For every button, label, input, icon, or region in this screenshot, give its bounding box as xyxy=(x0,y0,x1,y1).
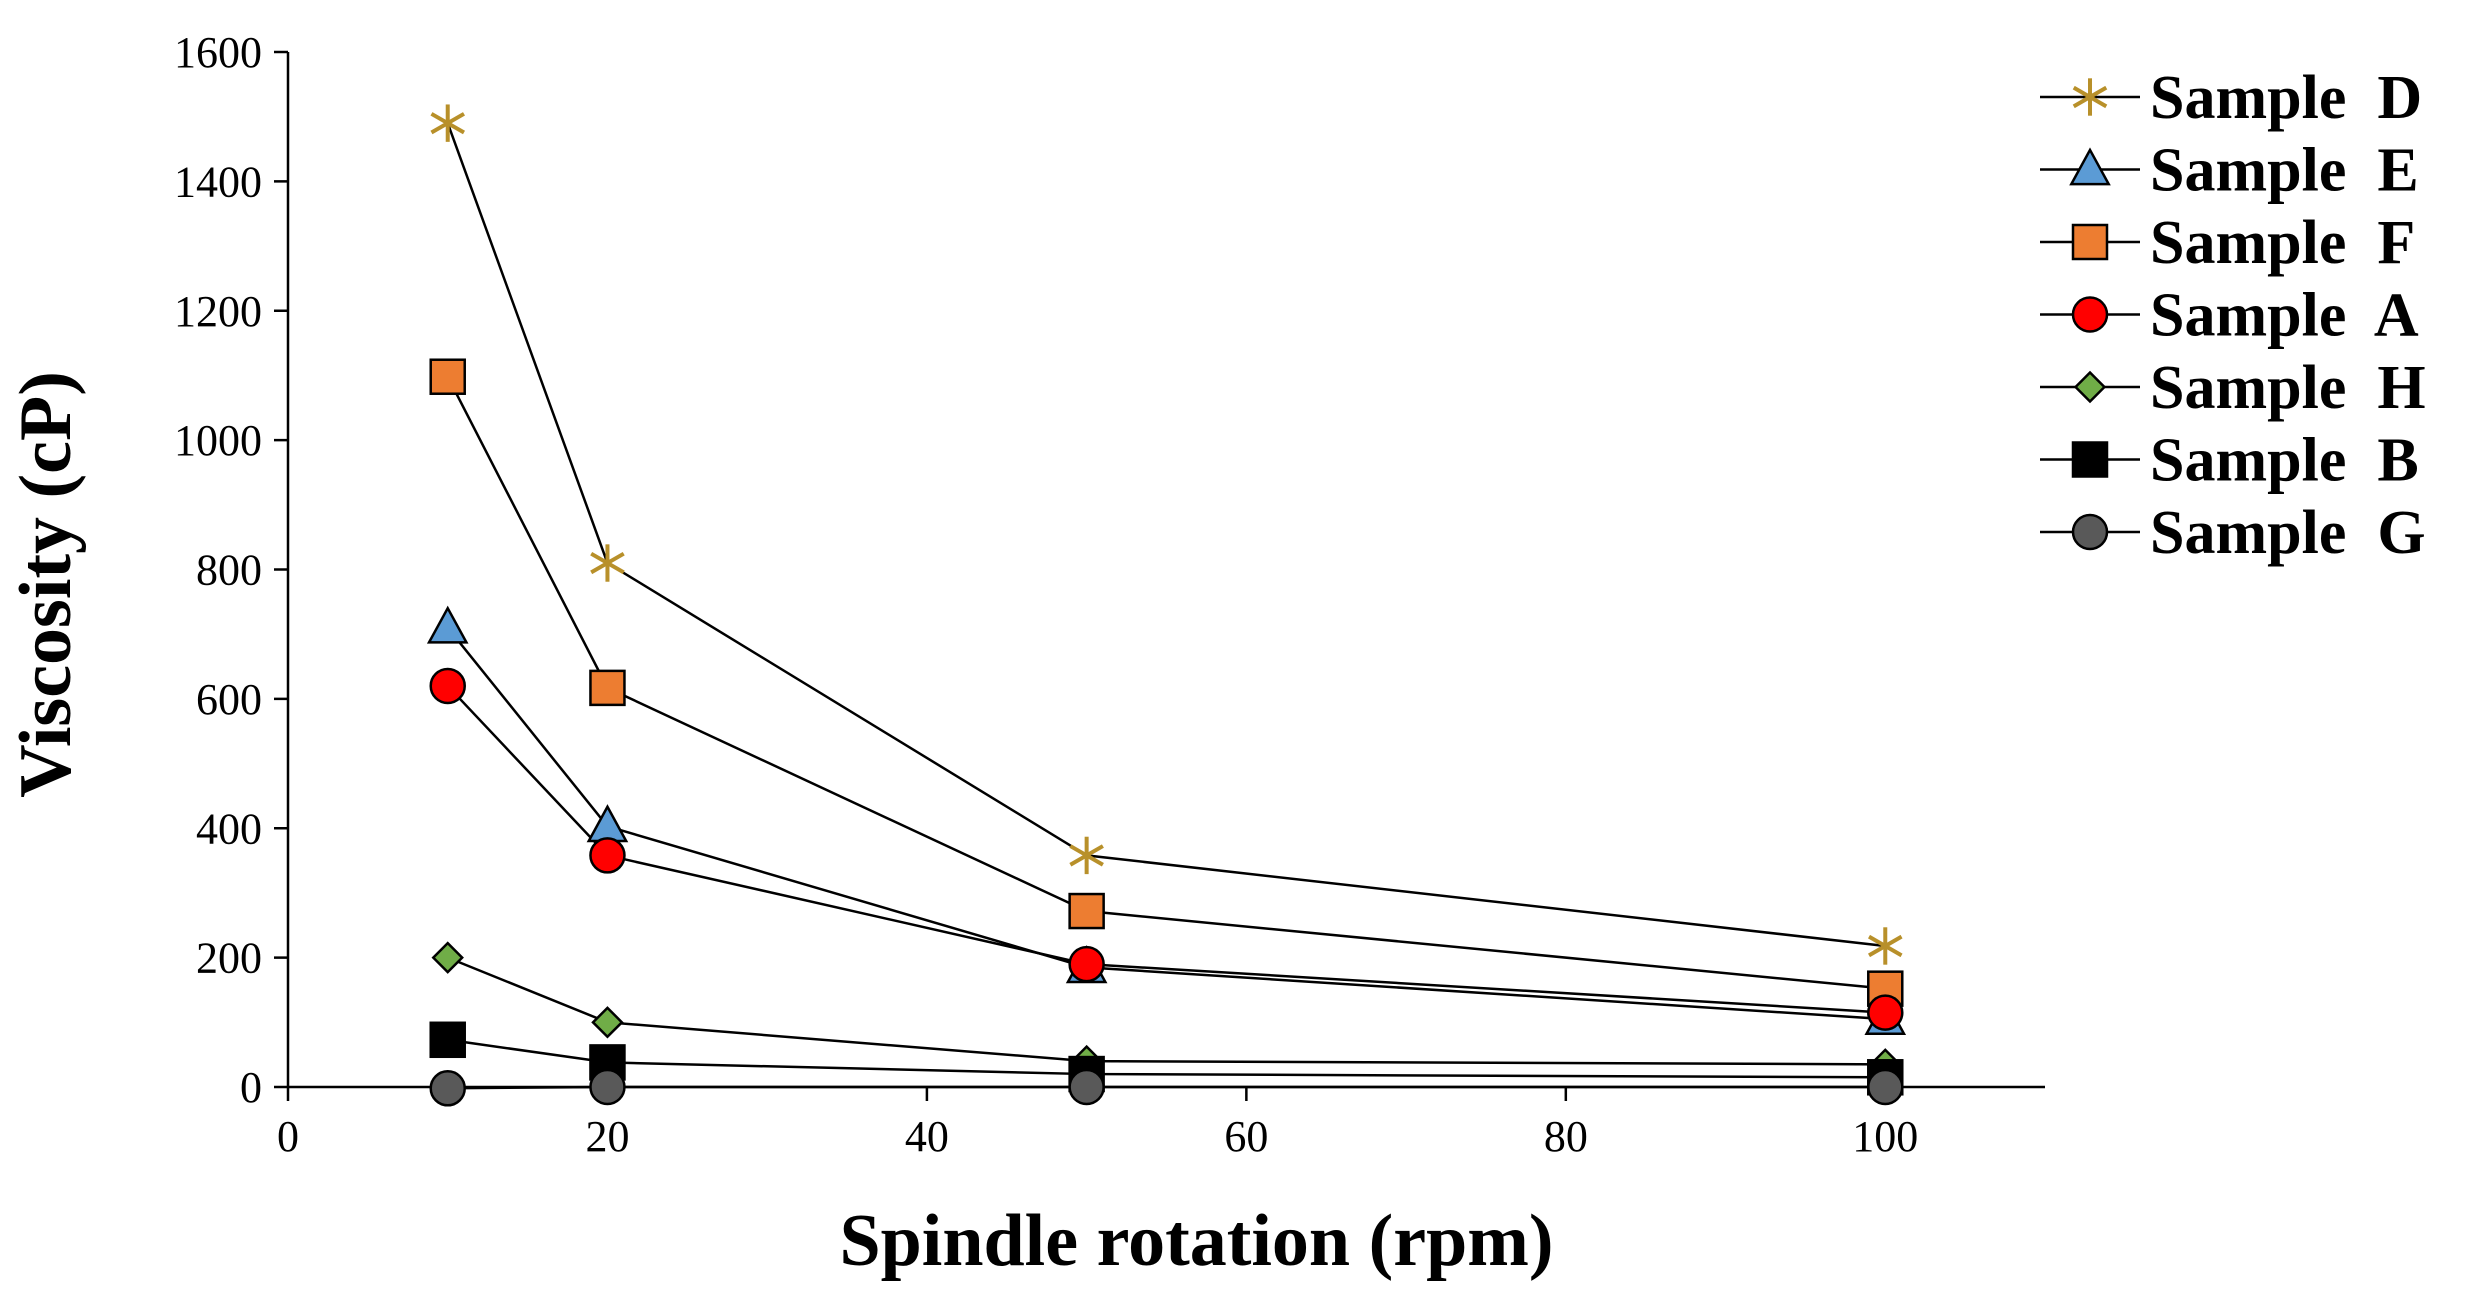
legend-marker xyxy=(2071,296,2109,333)
data-point xyxy=(589,669,626,707)
legend-marker xyxy=(2071,223,2109,261)
legend-label: Sample B xyxy=(2150,427,2419,495)
data-point xyxy=(590,544,625,582)
legend-label: Sample D xyxy=(2150,64,2422,132)
data-point xyxy=(426,605,469,644)
series-line xyxy=(446,626,1886,1021)
series-line xyxy=(447,1038,1886,1079)
data-point xyxy=(591,1006,624,1039)
data-point xyxy=(589,837,626,874)
y-tick-label: 1200 xyxy=(174,287,262,336)
series-markers xyxy=(426,104,1907,1107)
legend-marker xyxy=(2071,441,2109,478)
y-axis-title: Viscosity (cP) xyxy=(5,371,87,798)
series-line xyxy=(446,376,1886,990)
data-point xyxy=(1068,892,1105,930)
legend-label: Sample F xyxy=(2150,209,2415,277)
legend-label: Sample H xyxy=(2150,354,2426,422)
y-tick-label: 1600 xyxy=(174,28,262,77)
axes: 0 200 400 600 800 1000 1200 1400 1600 0 20 40 60 80 10… xyxy=(174,28,2045,1161)
data-point xyxy=(1868,927,1903,965)
y-tick-label: 1000 xyxy=(174,416,262,465)
data-point xyxy=(1867,994,1904,1031)
legend-label: Sample G xyxy=(2150,499,2426,567)
x-tick-label: 40 xyxy=(905,1112,949,1161)
legend-label: Sample E xyxy=(2150,137,2419,205)
x-tick-label: 0 xyxy=(277,1112,299,1161)
legend-item: Sample E xyxy=(2040,137,2419,205)
series-line xyxy=(446,122,1886,948)
legend-marker xyxy=(2073,370,2107,404)
legend-marker xyxy=(2069,147,2111,186)
data-point xyxy=(429,1070,466,1107)
y-tick-label: 1400 xyxy=(174,157,262,206)
data-point xyxy=(589,1068,626,1106)
y-tick-label: 0 xyxy=(240,1063,262,1112)
y-tick-label: 800 xyxy=(196,546,262,595)
series-lines xyxy=(446,122,1886,1090)
data-point xyxy=(430,104,465,142)
data-point xyxy=(429,358,466,395)
data-point xyxy=(429,667,466,705)
x-tick-label: 60 xyxy=(1224,1112,1268,1161)
legend-item: Sample A xyxy=(2040,282,2419,350)
series-line xyxy=(447,956,1886,1066)
data-point xyxy=(1069,836,1104,875)
legend-item: Sample H xyxy=(2040,354,2426,422)
data-point xyxy=(1068,945,1105,983)
y-tick-label: 600 xyxy=(196,675,262,724)
legend-item: Sample F xyxy=(2040,209,2415,277)
x-tick-label: 100 xyxy=(1852,1112,1918,1161)
data-point xyxy=(431,941,464,974)
y-tick-label: 400 xyxy=(196,804,262,853)
series-line xyxy=(446,685,1886,1014)
legend-label: Sample A xyxy=(2150,282,2419,350)
data-point xyxy=(429,1021,466,1059)
legend-item: Sample D xyxy=(2040,64,2422,132)
legend-item: Sample G xyxy=(2040,499,2426,567)
series-line xyxy=(447,1085,1886,1090)
data-point xyxy=(1867,1068,1904,1106)
x-tick-label: 20 xyxy=(585,1112,629,1161)
x-axis-title: Spindle rotation (rpm) xyxy=(839,1200,1553,1282)
legend-item: Sample B xyxy=(2040,427,2419,495)
y-tick-label: 200 xyxy=(196,934,262,983)
legend-marker xyxy=(2072,78,2108,116)
data-point xyxy=(1068,1068,1105,1106)
legend-marker xyxy=(2071,513,2109,551)
x-tick-label: 80 xyxy=(1544,1112,1588,1161)
